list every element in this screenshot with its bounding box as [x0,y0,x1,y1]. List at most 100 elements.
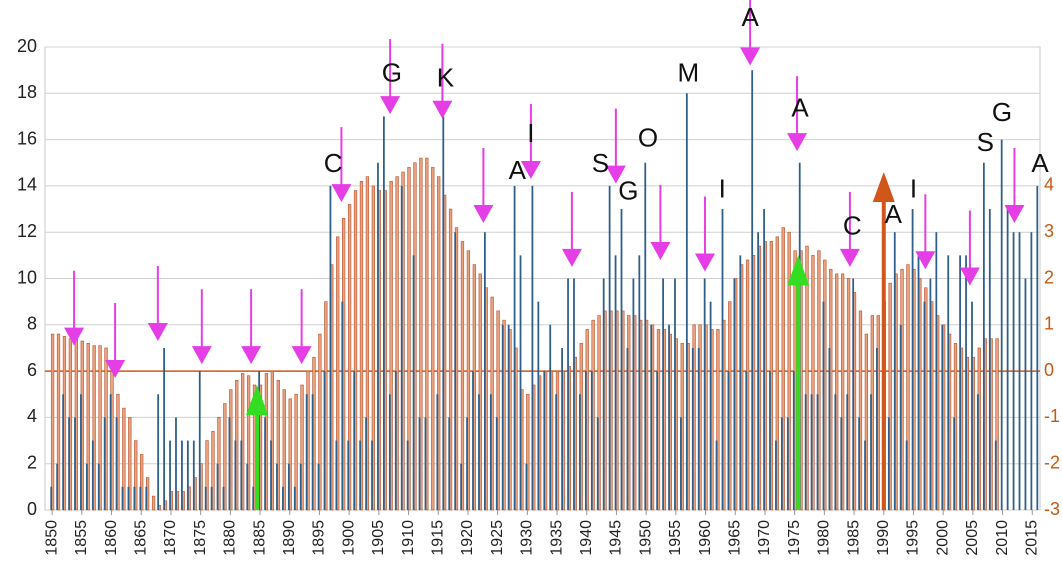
count-bar [299,463,302,510]
count-bar [769,371,771,510]
x-tick-label: 1990 [875,520,892,556]
x-tick-label: 1880 [222,520,239,556]
y-tick-label: 6 [27,360,37,380]
index-bar [389,180,393,511]
down-arrow [64,270,85,346]
x-tick-label: 1855 [73,520,90,556]
index-bar [294,393,298,511]
count-bar [816,394,819,510]
x-tick-label: 1860 [103,520,120,556]
arrow-head [191,346,212,365]
arrow-head [147,323,168,342]
index-bar [205,440,209,511]
count-bar [198,371,201,510]
count-bar [917,255,920,510]
count-bar [870,394,872,510]
count-bar [222,486,225,510]
arrow-head [959,267,980,286]
x-tick-label: 1975 [786,520,803,556]
count-bar [757,232,760,510]
annotation-letter: A [885,199,903,229]
index-bar [128,417,132,511]
count-bar [1006,209,1009,511]
count-bar [733,278,736,510]
index-bar [906,264,910,511]
count-bar [489,394,492,510]
count-bar [781,417,783,510]
down-arrow [520,103,541,179]
y-tick-label: 16 [17,128,37,148]
down-arrow [740,0,761,66]
count-bar [359,440,362,510]
count-bar [543,371,546,510]
index-bar [371,185,375,511]
count-bar [436,394,439,510]
index-bar [425,157,429,511]
count-bar [317,463,320,510]
down-arrow [915,194,936,270]
count-bar [264,417,266,510]
y2-tick-label: -2 [1044,452,1060,472]
annotation-letter: G [382,58,402,88]
index-bar [395,176,399,511]
count-bar [620,209,623,511]
count-bar [822,301,825,510]
x-tick-label: 1970 [756,520,773,556]
count-bar [377,162,379,510]
count-bar [899,324,902,510]
up-arrow [246,384,269,510]
count-bar [418,417,421,510]
count-bar [371,440,373,510]
y-tick-label: 14 [17,175,37,195]
count-bar [715,440,718,510]
index-bar [282,389,286,511]
x-tick-label: 1920 [459,520,476,556]
x-tick-label: 1945 [608,520,625,556]
index-bar [353,190,358,511]
count-bar [311,394,314,510]
down-arrow [473,147,494,223]
count-bar [971,301,973,510]
count-bar [573,278,575,510]
count-bar [804,394,807,510]
index-bar [86,343,90,511]
count-bar [828,347,831,510]
count-bar [228,417,231,510]
count-bar [567,278,569,510]
index-bar [140,454,144,511]
count-bar [893,232,896,510]
count-bar [365,417,367,510]
index-bar [478,273,482,511]
count-bar [876,347,878,510]
count-bar [525,463,528,510]
y-tick-label: 2 [27,452,37,472]
arrow-head [291,346,312,365]
count-bar [911,209,914,511]
down-arrow [380,39,401,115]
count-bar [792,371,795,510]
count-bar [460,463,463,510]
count-bar [739,255,742,510]
count-bar [62,394,65,510]
x-tick-label: 1960 [697,520,714,556]
count-bar [139,486,142,510]
arrow-head [872,172,895,203]
y2-tick-label: -3 [1044,499,1060,519]
count-bar [561,347,563,510]
count-bar [697,347,700,510]
y-tick-label: 0 [27,499,37,519]
arrow-head [432,100,453,119]
count-bar [305,394,308,510]
annotation-letter: I [910,173,917,203]
index-bar [336,236,340,511]
up-arrow [872,172,895,510]
count-bar [709,301,712,510]
x-tick-label: 1870 [162,520,179,556]
down-arrow [694,196,715,272]
count-bar [519,255,522,510]
count-bar [662,278,664,510]
count-bar [335,440,338,510]
x-tick-label: 1850 [43,520,60,556]
index-bar [466,250,471,511]
